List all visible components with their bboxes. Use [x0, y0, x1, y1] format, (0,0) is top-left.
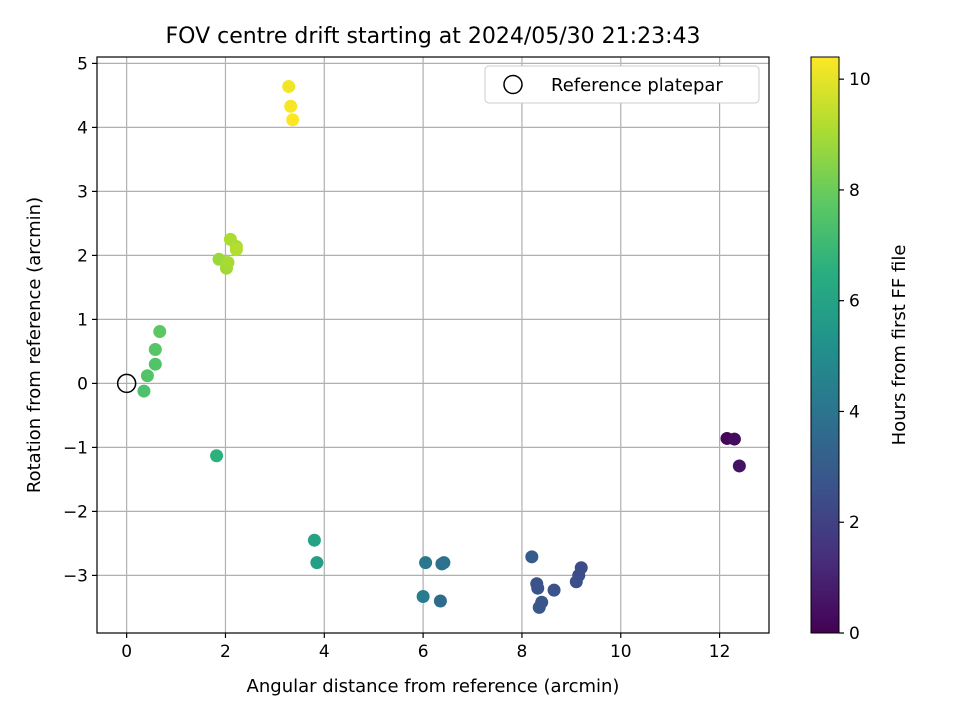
legend-label: Reference platepar [551, 75, 723, 96]
colorbar-tick-label: 2 [849, 513, 860, 533]
data-point [419, 556, 433, 570]
data-point [153, 325, 167, 339]
grid-lines [97, 57, 769, 633]
x-tick-label: 2 [220, 642, 231, 662]
y-tick-label: 3 [77, 182, 88, 202]
colorbar-tick-label: 0 [849, 624, 860, 644]
y-tick-label: 1 [77, 310, 88, 330]
data-point [732, 459, 746, 473]
data-point [229, 243, 243, 257]
y-tick-label: 2 [77, 246, 88, 266]
y-tick-label: −3 [63, 566, 88, 586]
data-point [221, 255, 235, 269]
data-point [310, 556, 324, 570]
colorbar-gradient [810, 56, 840, 634]
data-point [569, 575, 583, 589]
data-point [282, 79, 296, 93]
x-tick-label: 4 [319, 642, 330, 662]
data-point [727, 432, 741, 446]
data-point [547, 583, 561, 597]
plot-frame [96, 56, 770, 634]
data-point [307, 533, 321, 547]
y-tick-label: −1 [63, 438, 88, 458]
x-tick-label: 6 [418, 642, 429, 662]
data-point [532, 600, 546, 614]
reference-platepar-marker [116, 373, 137, 394]
y-tick-label: −2 [63, 502, 88, 522]
data-point [140, 369, 154, 383]
data-point [284, 99, 298, 113]
colorbar-tick-label: 4 [849, 402, 860, 422]
colorbar-label: Hours from first FF file [889, 245, 910, 446]
data-point [137, 384, 151, 398]
y-tick-label: 5 [77, 54, 88, 74]
x-tick-label: 8 [517, 642, 528, 662]
data-points [137, 79, 746, 614]
y-tick-label: 0 [77, 374, 88, 394]
colorbar: 0 2 4 6 8 10 Hours from first FF file [810, 56, 910, 644]
colorbar-tick-label: 6 [849, 292, 860, 312]
x-axis-label: Angular distance from reference (arcmin) [247, 676, 620, 697]
data-point [416, 590, 430, 604]
data-point [210, 449, 224, 463]
legend-box [484, 65, 760, 104]
x-tick-label: 12 [709, 642, 731, 662]
x-tick-label: 10 [610, 642, 632, 662]
colorbar-ticks: 0 2 4 6 8 10 [839, 70, 871, 644]
legend-marker [503, 74, 523, 95]
data-point [531, 581, 545, 595]
colorbar-tick-label: 8 [849, 181, 860, 201]
x-tick-label: 0 [121, 642, 132, 662]
data-point [437, 556, 451, 570]
data-point [525, 550, 539, 564]
legend: Reference platepar [484, 65, 760, 104]
data-point [148, 342, 162, 356]
data-point [286, 113, 300, 127]
data-point [433, 594, 447, 608]
colorbar-tick-label: 10 [849, 70, 871, 90]
chart-title: FOV centre drift starting at 2024/05/30 … [166, 24, 701, 49]
data-point [148, 357, 162, 371]
y-tick-label: 4 [77, 118, 88, 138]
reference-marker [116, 373, 137, 394]
y-axis-label: Rotation from reference (arcmin) [24, 197, 45, 493]
